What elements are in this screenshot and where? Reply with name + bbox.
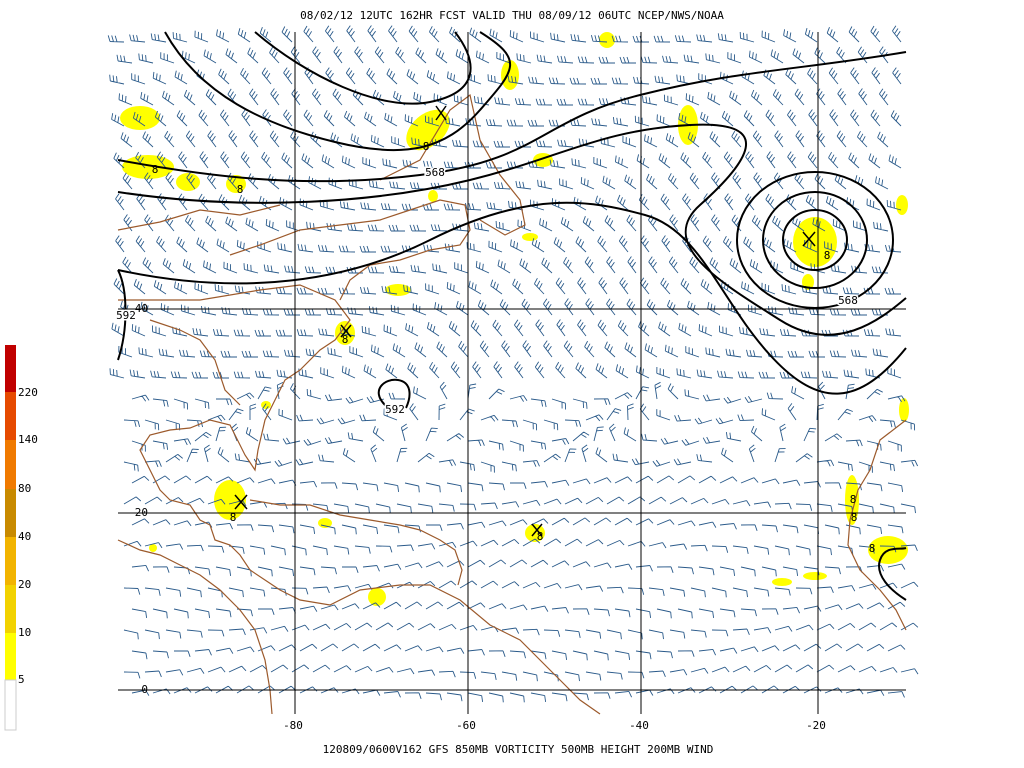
colorbar-label: 140 (18, 433, 38, 446)
vorticity-label: 8 (537, 530, 544, 543)
colorbar-label: 10 (18, 626, 31, 639)
colorbar-label: 220 (18, 386, 38, 399)
vorticity-label: 8 (824, 249, 831, 262)
contour-label: 592 (385, 403, 405, 416)
colorbar (4, 345, 17, 731)
footer-caption: 120809/0600V162 GFS 850MB VORTICITY 500M… (323, 743, 714, 756)
colorbar-label: 40 (18, 530, 31, 543)
vorticity-label: 8 (230, 511, 237, 524)
vorticity-label: 8 (850, 493, 857, 506)
colorbar-label: 80 (18, 482, 31, 495)
vorticity-label: 8 (152, 163, 159, 176)
vorticity-label: 8 (869, 542, 876, 555)
vorticity-label: 8 (851, 511, 858, 524)
graticule (118, 32, 906, 714)
low-centers (234, 105, 816, 537)
latitude-label: 0 (141, 683, 148, 696)
vorticity-label: 8 (423, 140, 430, 153)
longitude-label: -80 (283, 719, 303, 732)
longitude-label: -60 (456, 719, 476, 732)
latitude-label: 20 (135, 506, 148, 519)
colorbar-label: 20 (18, 578, 31, 591)
vorticity-label: 8 (342, 333, 349, 346)
vorticity-shading (120, 32, 909, 606)
contour-label: 568 (425, 166, 445, 179)
contour-label: 568 (838, 294, 858, 307)
colorbar-label: 5 (18, 673, 25, 686)
contours (117, 31, 907, 601)
latitude-label: 40 (135, 302, 148, 315)
contour-label: 592 (116, 309, 136, 322)
vorticity-label: 8 (237, 183, 244, 196)
coastlines (117, 93, 907, 715)
header-title: 08/02/12 12UTC 162HR FCST VALID THU 08/0… (300, 9, 724, 22)
longitude-label: -20 (806, 719, 826, 732)
longitude-label: -40 (629, 719, 649, 732)
